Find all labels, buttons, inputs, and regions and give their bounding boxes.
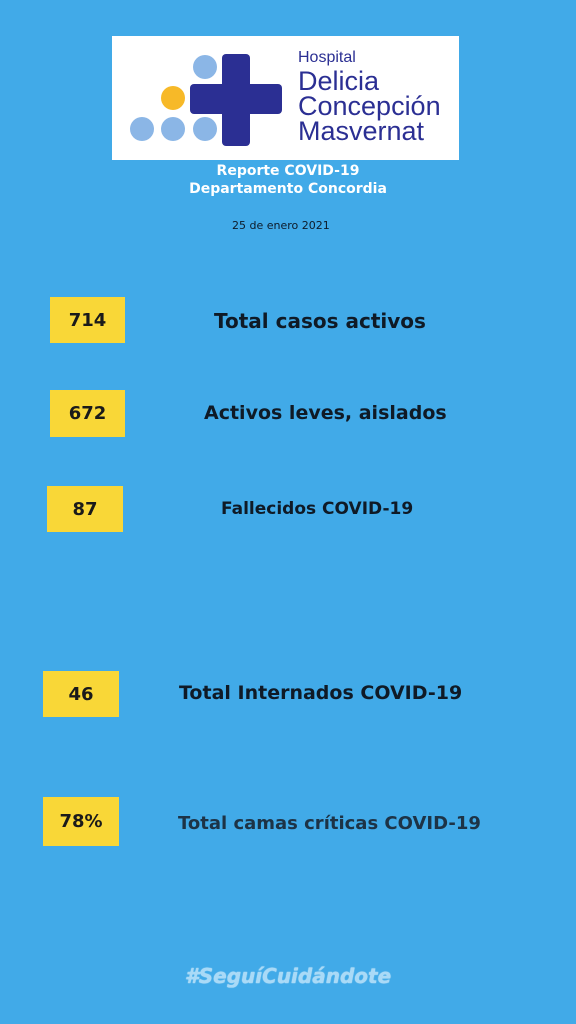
stat-value-critical-beds: 78% [43,797,119,846]
stat-value-mild-isolated: 672 [50,390,125,437]
footer-hashtag: #SeguíCuidándote [184,964,392,988]
department-name: Departamento Concordia [189,181,387,197]
hospital-cross-logo-icon [130,54,282,146]
logo-line-concepcion: Concepción [298,91,441,121]
stat-label-hospitalized: Total Internados COVID-19 [179,682,463,704]
logo-line-delicia: Delicia [298,66,380,96]
hospital-name: Hospital Delicia Concepción Masvernat [298,49,441,146]
stat-value-hospitalized: 46 [43,671,119,717]
hospital-logo: Hospital Delicia Concepción Masvernat [112,36,459,160]
stat-label-mild-isolated: Activos leves, aislados [204,402,447,424]
stat-value-deaths: 87 [47,486,123,532]
stat-value-active-cases: 714 [50,297,125,343]
stat-label-active-cases: Total casos activos [214,309,426,333]
stat-label-deaths: Fallecidos COVID-19 [221,499,414,519]
report-title: Reporte COVID-19 [216,163,360,179]
logo-line-hospital: Hospital [298,49,356,66]
stat-label-critical-beds: Total camas críticas COVID-19 [178,813,481,834]
report-date: 25 de enero 2021 [232,219,330,232]
logo-line-masvernat: Masvernat [298,116,425,146]
